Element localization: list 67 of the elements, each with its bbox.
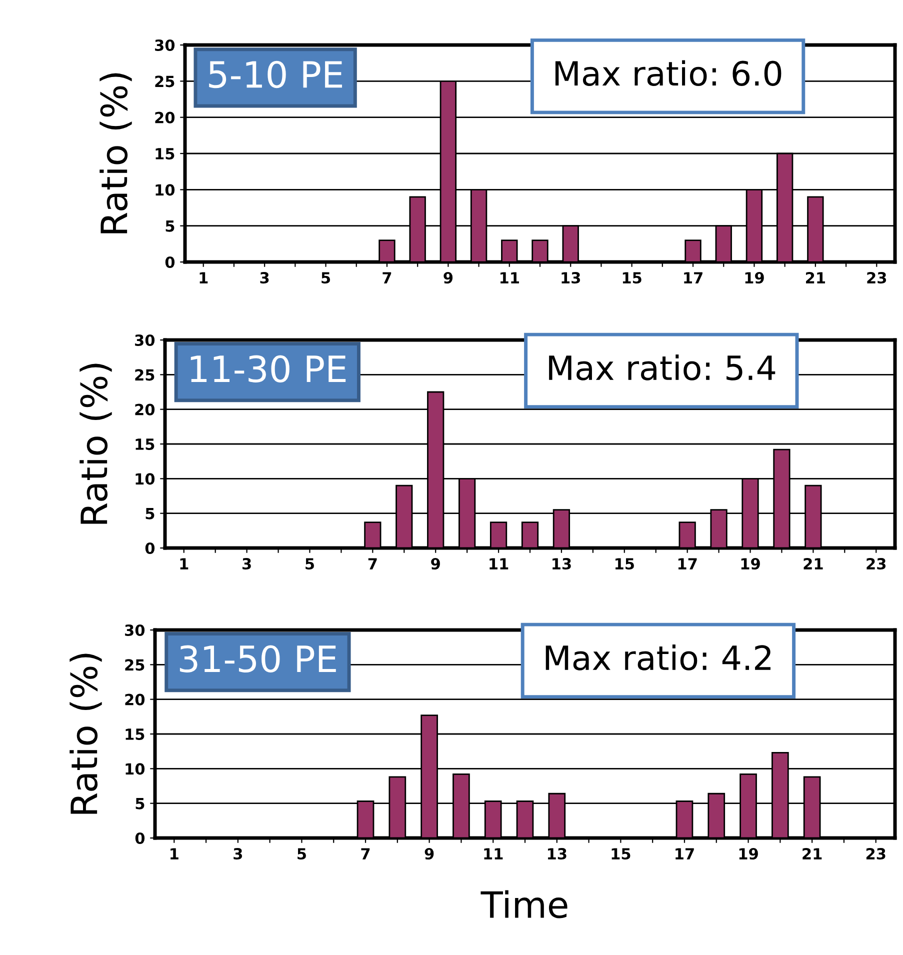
y-tick-label: 30 <box>135 334 155 346</box>
y-tick-label: 25 <box>125 659 144 671</box>
y-tick-label: 5 <box>136 798 144 810</box>
x-tick-label: 19 <box>745 272 764 284</box>
y-tick-label: 0 <box>145 542 155 554</box>
x-tick-label: 17 <box>676 848 694 860</box>
x-tick-label: 7 <box>368 558 377 570</box>
x-tick-label: 17 <box>678 558 697 570</box>
y-tick-label: 5 <box>166 220 174 232</box>
y-tick-label: 10 <box>126 763 145 775</box>
x-tick-label: 21 <box>806 272 826 284</box>
y-tick-label: 10 <box>136 473 155 485</box>
x-tick-label: 23 <box>866 848 886 860</box>
x-tick-label: 11 <box>500 272 519 284</box>
y-axis-title: Ratio (%) <box>70 654 102 814</box>
x-tick-label: 15 <box>615 558 634 570</box>
x-tick-label: 3 <box>234 848 242 860</box>
x-tick-label: 15 <box>622 272 642 284</box>
x-tick-label: 13 <box>552 558 571 570</box>
x-tick-label: 19 <box>741 558 760 570</box>
x-tick-label: 19 <box>739 848 758 860</box>
x-tick-label: 23 <box>866 558 886 570</box>
x-tick-label: 3 <box>242 558 251 570</box>
x-tick-label: 15 <box>612 848 630 860</box>
x-tick-label: 5 <box>306 558 314 570</box>
annotation: Max ratio: 4.2 <box>546 644 770 670</box>
x-tick-label: 9 <box>431 558 440 570</box>
x-tick-label: 17 <box>684 272 702 284</box>
x-tick-label: 3 <box>260 272 269 284</box>
x-tick-label: 7 <box>361 848 370 860</box>
y-tick-label: 5 <box>146 508 154 520</box>
y-tick-label: 15 <box>126 728 144 740</box>
chart-title: 11-30 PE <box>190 355 346 383</box>
x-tick-label: 5 <box>322 272 330 284</box>
y-tick-label: 25 <box>135 369 154 381</box>
y-axis-title: Ratio (%) <box>100 73 132 234</box>
x-tick-label: 5 <box>298 848 306 860</box>
x-tick-label: 7 <box>382 272 392 284</box>
y-tick-label: 20 <box>125 694 145 706</box>
y-tick-label: 25 <box>155 76 174 88</box>
y-tick-label: 30 <box>155 39 175 52</box>
y-tick-label: 0 <box>135 832 145 844</box>
x-tick-label: 9 <box>444 272 453 284</box>
x-tick-label: 13 <box>562 272 580 284</box>
y-tick-label: 0 <box>165 256 175 268</box>
y-tick-label: 15 <box>156 148 174 160</box>
x-tick-label: 21 <box>802 848 822 860</box>
chart-title: 31-50 PE <box>180 645 336 673</box>
x-tick-label: 1 <box>170 848 178 860</box>
y-axis-title: Ratio (%) <box>80 364 112 524</box>
x-tick-label: 9 <box>424 848 434 860</box>
x-tick-label: 11 <box>490 558 508 570</box>
x-tick-label: 11 <box>484 848 503 860</box>
y-tick-label: 10 <box>156 184 175 196</box>
y-tick-label: 20 <box>155 112 175 124</box>
x-tick-label: 21 <box>804 558 823 570</box>
chart-title: 5-10 PE <box>209 60 342 88</box>
x-tick-label: 13 <box>548 848 566 860</box>
x-tick-label: 1 <box>180 558 188 570</box>
x-axis-title: Time <box>480 890 568 918</box>
annotation: Max ratio: 6.0 <box>555 60 782 86</box>
y-tick-label: 15 <box>136 438 154 450</box>
y-tick-label: 20 <box>135 404 155 416</box>
x-tick-label: 1 <box>200 272 208 284</box>
annotation: Max ratio: 5.4 <box>549 354 776 380</box>
y-tick-label: 30 <box>125 624 145 636</box>
x-tick-label: 23 <box>867 272 886 284</box>
